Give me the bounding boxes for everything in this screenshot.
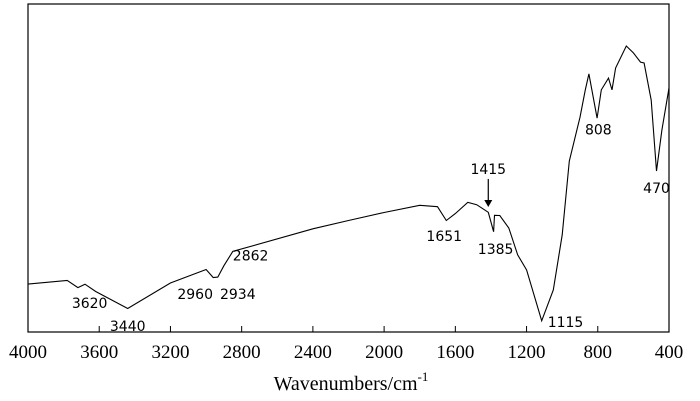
peak-label: 2960 [177,287,213,303]
x-tick-label: 3200 [151,342,189,363]
peak-label: 1651 [426,229,462,245]
x-tick-label: 400 [655,342,684,363]
x-axis-title-superscript: -1 [418,369,429,384]
x-axis-title: Wavenumbers/cm-1 [274,369,429,395]
peak-label: 470 [643,181,670,197]
arrow-head-icon [484,199,493,207]
x-tick-label: 800 [584,342,613,363]
x-tick-label: 1200 [508,342,546,363]
spectrum-line [27,45,670,323]
x-tick-label: 2400 [294,342,332,363]
peak-label: 1115 [548,315,584,331]
x-tick-label: 3600 [80,342,118,363]
peak-label: 1385 [478,242,514,258]
peak-label: 1415 [470,162,506,178]
peak-label: 3440 [110,319,146,335]
peak-label: 2934 [220,287,256,303]
x-tick-label: 2800 [223,342,261,363]
plot-frame [27,3,670,333]
x-tick-label: 2000 [365,342,403,363]
peak-label: 808 [585,122,612,138]
peak-label: 2862 [233,248,269,264]
x-tick-label: 1600 [436,342,474,363]
peak-label: 3620 [72,296,108,312]
x-tick-label: 4000 [9,342,47,363]
